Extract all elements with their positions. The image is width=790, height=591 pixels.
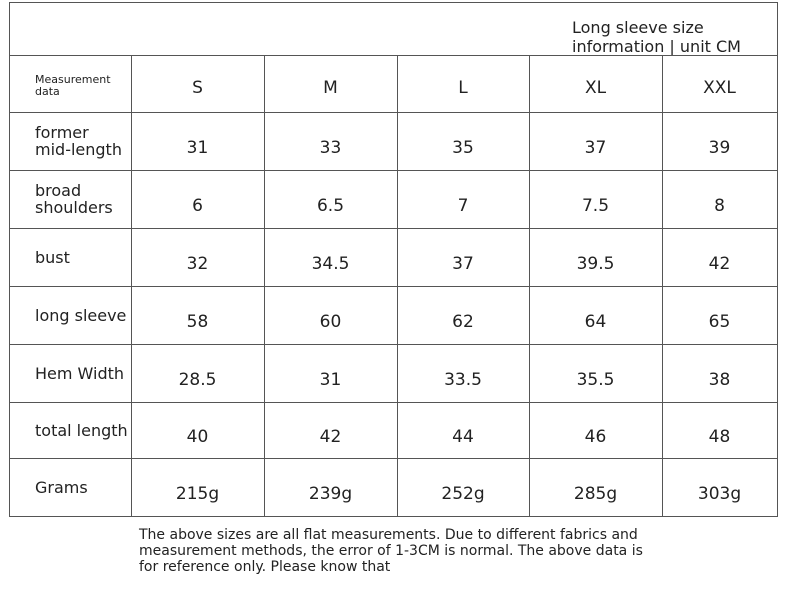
column-header: XL [584, 77, 607, 98]
row-label: former mid-length [35, 123, 122, 159]
cell-value: 31 [186, 138, 209, 158]
row-line [9, 55, 778, 56]
row-line [9, 402, 778, 403]
row-line [9, 344, 778, 345]
cell-value: 37 [452, 254, 474, 274]
cell-value: 38 [708, 370, 731, 390]
cell-value: 31 [319, 370, 342, 390]
row-line [9, 228, 778, 229]
col-line [529, 55, 530, 516]
cell-value: 40 [186, 427, 209, 447]
cell-value: 7.5 [581, 196, 610, 216]
cell-value: 39.5 [576, 254, 615, 274]
row-label: long sleeve [35, 305, 127, 325]
row-label: Hem Width [35, 363, 125, 383]
cell-value: 33 [319, 138, 342, 158]
cell-value: 252g [441, 484, 485, 504]
row-label: total length [35, 420, 128, 440]
cell-value: 285g [573, 484, 618, 504]
cell-value: 7 [457, 196, 469, 216]
column-header: M [323, 77, 338, 98]
cell-value: 62 [452, 312, 474, 332]
footnote: The above sizes are all flat measurement… [139, 527, 643, 575]
row-line [9, 112, 778, 113]
cell-value: 35 [452, 138, 474, 158]
cell-value: 303g [697, 484, 742, 504]
cell-value: 60 [319, 312, 342, 332]
header-label: Measurement data [35, 72, 111, 98]
cell-value: 42 [708, 254, 731, 274]
cell-value: 215g [175, 484, 220, 504]
col-line [397, 55, 398, 516]
column-header: XXL [703, 77, 736, 98]
row-line [9, 458, 778, 459]
cell-value: 33.5 [444, 370, 482, 390]
table-frame [9, 2, 778, 517]
row-line [9, 170, 778, 171]
cell-value: 35.5 [576, 370, 615, 390]
cell-value: 6 [192, 196, 203, 216]
cell-value: 34.5 [311, 254, 350, 274]
cell-value: 48 [708, 427, 731, 447]
cell-value: 6.5 [316, 196, 345, 216]
column-header: L [458, 77, 468, 98]
cell-value: 44 [452, 427, 474, 447]
cell-value: 58 [186, 312, 209, 332]
cell-value: 28.5 [178, 370, 217, 390]
cell-value: 8 [714, 196, 725, 216]
column-header: S [192, 77, 203, 98]
col-line [264, 55, 265, 516]
col-line [662, 55, 663, 516]
cell-value: 239g [308, 484, 353, 504]
row-label: Grams [35, 477, 88, 497]
col-line [131, 55, 132, 516]
cell-value: 39 [708, 138, 731, 158]
cell-value: 46 [584, 427, 607, 447]
cell-value: 42 [319, 427, 342, 447]
cell-value: 64 [584, 312, 607, 332]
cell-value: 65 [708, 312, 731, 332]
row-label: bust [35, 247, 70, 267]
row-label: broad shoulders [35, 181, 113, 217]
row-line [9, 286, 778, 287]
cell-value: 37 [584, 138, 607, 158]
cell-value: 32 [186, 254, 209, 274]
table-title: Long sleeve size information | unit CM [572, 18, 741, 56]
